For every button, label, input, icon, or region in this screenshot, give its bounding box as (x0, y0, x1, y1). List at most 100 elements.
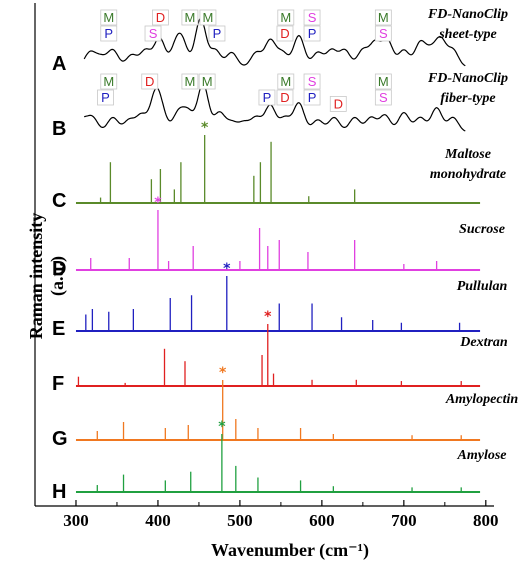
marker-star: * (218, 419, 226, 435)
assignment-box (374, 89, 392, 106)
x-ticks: 300 400 500 600 700 800 (63, 500, 499, 530)
assignment-label: M (203, 10, 214, 25)
peak-assignment-S: S (374, 25, 392, 42)
assignment-box (152, 9, 169, 26)
assignment-box (374, 9, 392, 26)
assignment-label: P (104, 26, 113, 41)
panel-name: Amylose (457, 448, 507, 463)
panel-letter: G (52, 428, 68, 450)
panel-name: Maltose (444, 147, 491, 162)
panel-letter: F (52, 373, 64, 395)
peak-assignment-M: M (198, 73, 216, 90)
assignment-label: M (103, 10, 114, 25)
assignment-label: P (213, 26, 222, 41)
peak-assignment-D: D (276, 25, 294, 42)
assignment-box (144, 25, 162, 42)
assignment-box (208, 25, 226, 42)
assignment-label: S (308, 10, 317, 25)
assignment-box (329, 96, 347, 112)
peak-assignment-M: M (181, 9, 199, 26)
marker-star: * (223, 261, 231, 277)
assignment-box (276, 89, 294, 106)
assignment-box (258, 89, 276, 106)
assignment-label: M (378, 74, 389, 89)
marker-star: * (201, 120, 209, 136)
peak-assignment-P: P (208, 25, 226, 42)
assignment-label: D (280, 26, 289, 41)
assignment-label: S (149, 26, 158, 41)
x-tick-label: 600 (309, 511, 335, 530)
panel-C: C Maltose monohydrate * (52, 120, 506, 212)
assignment-label: P (101, 90, 110, 105)
panel-H: H Amylose * (52, 419, 507, 503)
panel-letter: A (52, 53, 66, 75)
assignment-box (100, 25, 118, 42)
x-tick-label: 300 (63, 511, 89, 530)
peak-assignment-P: P (303, 89, 321, 106)
marker-star: * (219, 365, 227, 381)
assignment-box (303, 89, 321, 106)
panel-name: fiber-type (440, 91, 495, 106)
peak-assignment-M: M (374, 73, 392, 90)
assignment-label: S (379, 90, 388, 105)
peak-assignment-M: M (277, 9, 295, 26)
assignment-box (276, 25, 294, 42)
assignment-label: M (378, 10, 389, 25)
panel-G: G Amylopectin * (52, 365, 518, 450)
panel-name: Sucrose (459, 222, 505, 237)
assignment-box (181, 9, 199, 26)
peak-assignment-M: M (277, 73, 295, 90)
panel-name: sheet-type (438, 27, 497, 42)
assignment-label: M (280, 74, 291, 89)
peak-assignment-S: S (303, 9, 321, 26)
assignment-label: M (184, 10, 195, 25)
peak-assignment-D: D (152, 9, 169, 26)
assignment-box (181, 73, 199, 90)
peak-assignment-S: S (374, 89, 392, 106)
assignment-label: M (184, 74, 195, 89)
assignment-box (97, 89, 114, 106)
assignment-label: P (263, 90, 272, 105)
assignment-label: D (145, 74, 154, 89)
peak-assignment-P: P (303, 25, 321, 42)
x-tick-label: 500 (227, 511, 253, 530)
x-tick-label: 700 (391, 511, 417, 530)
panel-letter: B (52, 118, 66, 140)
peak-assignment-M: M (374, 9, 392, 26)
panel-name: FD-NanoClip (427, 7, 508, 22)
assignment-box (141, 73, 159, 90)
assignment-box (199, 9, 217, 26)
peak-assignment-M: M (199, 9, 217, 26)
panel-name: FD-NanoClip (427, 71, 508, 86)
assignment-label: D (280, 90, 289, 105)
assignment-box (277, 9, 295, 26)
spectrum-curve (83, 17, 466, 67)
assignment-label: S (379, 26, 388, 41)
marker-star: * (154, 195, 162, 211)
peak-assignment-P: P (258, 89, 276, 106)
assignment-box (100, 73, 118, 90)
x-tick-label: 400 (145, 511, 171, 530)
assignment-label: M (103, 74, 114, 89)
panel-letter: C (52, 190, 66, 212)
panel-letter: D (52, 258, 66, 280)
spectrum-curve (83, 82, 466, 132)
marker-star: * (264, 309, 272, 325)
assignment-box (277, 73, 295, 90)
peak-assignment-M: M (181, 73, 199, 90)
peak-assignment-D: D (141, 73, 159, 90)
assignment-box (303, 9, 321, 26)
panel-name: Amylopectin (445, 392, 519, 407)
panel-letter: H (52, 481, 66, 503)
assignment-box (100, 9, 118, 26)
peak-assignment-P: P (100, 25, 118, 42)
peak-assignment-D: D (329, 96, 347, 112)
assignment-box (374, 73, 392, 90)
peak-assignment-M: M (100, 73, 118, 90)
panel-name: Dextran (459, 335, 508, 350)
y-axis-label: Raman intensity (a.u.) (26, 212, 67, 340)
